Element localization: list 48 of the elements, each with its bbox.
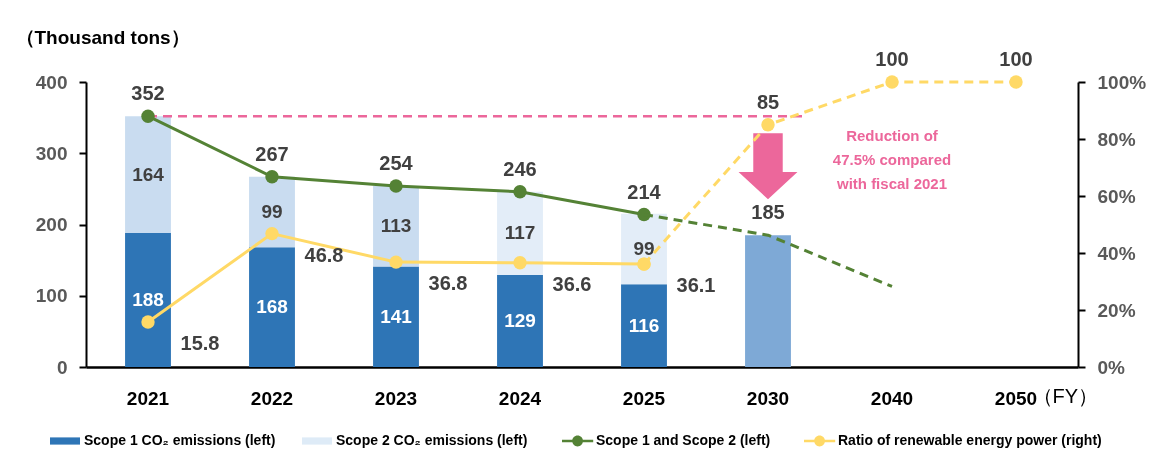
data-label: 113 xyxy=(380,215,412,237)
data-label: 141 xyxy=(380,305,413,327)
legend-label: Ratio of renewable energy power (right) xyxy=(838,432,1102,448)
x-tick-label: 2023 xyxy=(374,387,418,409)
y-axis-title: （Thousand tons） xyxy=(15,26,190,48)
data-label: 85 xyxy=(756,90,780,113)
data-label: 116 xyxy=(628,314,660,336)
y-tick-label: 100 xyxy=(35,285,68,307)
x-tick-label: 2025 xyxy=(622,387,666,409)
data-label: 117 xyxy=(504,222,536,244)
x-tick-label: 2030 xyxy=(746,387,790,409)
data-label: 36.6 xyxy=(552,272,592,295)
data-label: 36.1 xyxy=(676,274,716,297)
y2-tick-label: 0% xyxy=(1097,356,1126,378)
data-label: 99 xyxy=(261,201,283,223)
y2-tick-label: 40% xyxy=(1097,242,1136,264)
data-label: 185 xyxy=(751,201,785,224)
legend-label: Scope 2 CO₂ emissions (left) xyxy=(336,432,528,448)
data-label: 36.8 xyxy=(428,272,468,295)
x-tick-label: 2024 xyxy=(498,387,542,409)
x-tick-label: 2040 xyxy=(870,387,914,409)
data-label: 168 xyxy=(256,296,288,318)
data-label: 46.8 xyxy=(304,243,344,266)
data-label: 267 xyxy=(255,142,289,165)
y-tick-label: 300 xyxy=(35,142,68,164)
y-tick-label: 200 xyxy=(35,214,68,235)
data-label: 214 xyxy=(627,180,662,203)
legend-label: Scope 1 and Scope 2 (left) xyxy=(596,432,771,448)
y2-tick-label: 60% xyxy=(1097,185,1136,207)
y-tick-label: 400 xyxy=(35,71,68,93)
data-label: 188 xyxy=(132,289,164,311)
data-label: 352 xyxy=(131,82,165,105)
data-label: 129 xyxy=(504,310,536,332)
y-tick-label: 0 xyxy=(56,356,68,378)
data-label: 99 xyxy=(633,238,655,260)
x-tick-label: 2022 xyxy=(250,387,294,409)
data-label: 246 xyxy=(503,157,537,180)
data-label: 254 xyxy=(379,152,414,175)
y2-tick-label: 100% xyxy=(1097,71,1147,93)
data-label: 164 xyxy=(132,163,165,185)
x-tick-label: 2021 xyxy=(126,387,170,409)
data-label: 100 xyxy=(999,48,1033,70)
data-label: 100 xyxy=(875,48,909,70)
legend-label: Scope 1 CO₂ emissions (left) xyxy=(84,432,276,448)
annotation: Reduction of 47.5% compared with fiscal 2021 xyxy=(832,127,952,193)
data-label: 15.8 xyxy=(180,331,220,354)
y2-tick-label: 20% xyxy=(1097,299,1136,321)
y2-tick-label: 80% xyxy=(1097,128,1136,150)
